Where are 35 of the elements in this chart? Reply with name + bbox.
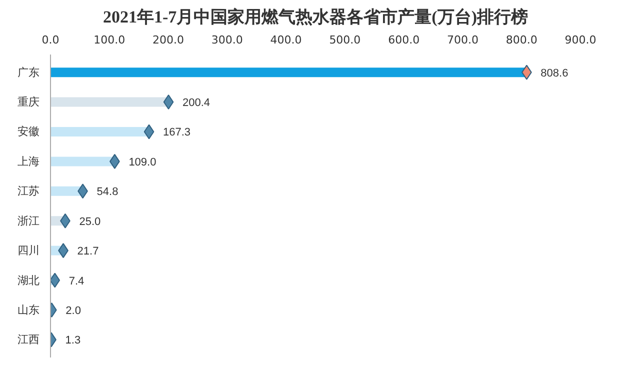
bar	[50, 68, 527, 78]
x-tick-label: 500.0	[329, 34, 361, 46]
y-tick-label: 安徽	[18, 125, 40, 138]
data-label: 7.4	[68, 275, 84, 288]
y-tick-label: 四川	[18, 244, 40, 258]
y-tick-label: 江西	[18, 333, 40, 346]
y-tick-label: 重庆	[18, 96, 40, 109]
x-tick-label: 300.0	[211, 34, 243, 46]
x-tick-label: 900.0	[564, 34, 596, 46]
y-tick-label: 湖北	[18, 274, 40, 287]
data-label: 808.6	[540, 67, 568, 80]
data-label: 200.4	[182, 97, 210, 110]
point	[144, 124, 154, 140]
y-tick-label: 浙江	[18, 214, 40, 228]
y-tick-label: 江苏	[18, 184, 40, 198]
chart-title: 2021年1-7月中国家用燃气热水器各省市产量(万台)排行榜	[103, 8, 528, 26]
x-tick-label: 400.0	[270, 34, 302, 46]
x-tick-label: 0.0	[42, 34, 60, 46]
y-tick-label: 广东	[18, 66, 40, 79]
data-label: 25.0	[79, 216, 101, 228]
point	[163, 94, 174, 110]
x-tick-label: 200.0	[152, 34, 184, 46]
x-tick-label: 600.0	[388, 34, 420, 46]
x-tick-label: 700.0	[446, 34, 478, 46]
data-label: 21.7	[77, 246, 99, 258]
data-label: 1.3	[65, 334, 81, 347]
x-tick-label: 800.0	[506, 34, 538, 46]
bar	[50, 156, 115, 166]
data-label: 109.0	[128, 156, 156, 168]
data-label: 167.3	[163, 126, 191, 139]
data-label: 54.8	[96, 186, 118, 198]
y-tick-label: 山东	[18, 303, 40, 316]
y-tick-label: 上海	[18, 154, 40, 168]
data-label: 2.0	[66, 304, 81, 317]
x-tick-label: 100.0	[94, 34, 126, 46]
